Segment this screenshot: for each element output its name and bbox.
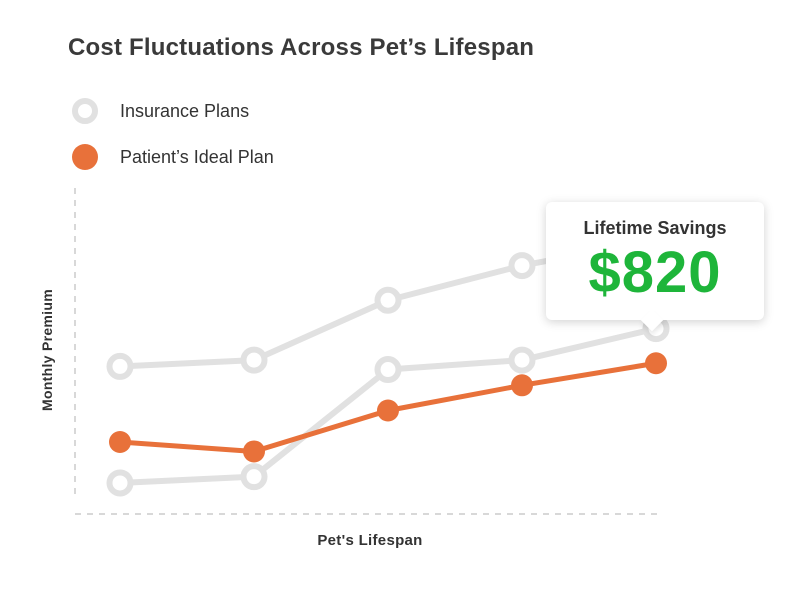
legend-item-ideal-plan: Patient’s Ideal Plan (72, 134, 274, 180)
legend-label-ideal-plan: Patient’s Ideal Plan (120, 146, 274, 167)
data-point (243, 440, 265, 463)
y-axis-label: Monthly Premium (39, 289, 55, 411)
callout-value: $820 (588, 240, 722, 305)
legend-marker-hollow-icon (72, 98, 98, 124)
data-point (374, 286, 402, 314)
series-layer (106, 226, 670, 497)
series-2 (106, 315, 670, 497)
callout-label: Lifetime Savings (583, 218, 727, 238)
data-point (109, 431, 131, 453)
legend: Insurance Plans Patient’s Ideal Plan (72, 88, 274, 180)
legend-label-insurance-plans: Insurance Plans (120, 100, 250, 121)
x-axis-label: Pet's Lifespan (317, 532, 423, 549)
legend-item-insurance-plans: Insurance Plans (72, 88, 274, 134)
data-point (106, 469, 134, 497)
savings-callout: Lifetime Savings $820 (546, 202, 764, 320)
data-point (508, 346, 536, 374)
data-point (374, 356, 402, 384)
chart-title: Cost Fluctuations Across Pet’s Lifespan (68, 34, 535, 61)
data-point (106, 352, 134, 380)
data-point (645, 352, 667, 375)
data-point (508, 252, 536, 280)
series-3 (109, 352, 667, 463)
data-point (511, 374, 533, 397)
data-point (240, 346, 268, 374)
data-point (377, 399, 399, 422)
legend-marker-filled-icon (72, 144, 98, 170)
data-point (240, 463, 268, 491)
